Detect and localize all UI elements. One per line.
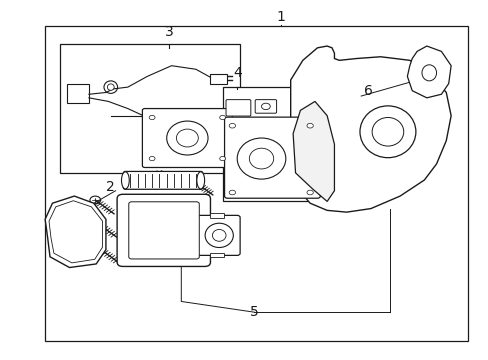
Ellipse shape	[104, 81, 117, 93]
FancyBboxPatch shape	[224, 117, 320, 198]
Ellipse shape	[237, 138, 285, 179]
Text: 5: 5	[249, 305, 258, 319]
Ellipse shape	[306, 190, 313, 195]
FancyBboxPatch shape	[142, 109, 232, 167]
Polygon shape	[45, 196, 106, 267]
Ellipse shape	[197, 172, 204, 189]
Polygon shape	[290, 46, 450, 212]
Ellipse shape	[191, 179, 202, 187]
Ellipse shape	[219, 157, 225, 161]
Bar	[222, 87, 329, 202]
Ellipse shape	[421, 65, 436, 81]
Ellipse shape	[121, 172, 129, 189]
Ellipse shape	[176, 129, 198, 147]
Ellipse shape	[212, 229, 225, 241]
Ellipse shape	[107, 84, 114, 90]
Ellipse shape	[249, 148, 273, 169]
Bar	[67, 84, 89, 103]
Ellipse shape	[306, 123, 313, 128]
Bar	[60, 44, 239, 173]
Ellipse shape	[359, 106, 415, 158]
Polygon shape	[292, 102, 334, 202]
Ellipse shape	[95, 245, 105, 253]
Ellipse shape	[149, 115, 155, 120]
Ellipse shape	[229, 190, 235, 195]
FancyBboxPatch shape	[225, 100, 250, 116]
FancyBboxPatch shape	[117, 194, 210, 266]
Text: 3: 3	[164, 25, 173, 39]
Ellipse shape	[166, 121, 207, 155]
Ellipse shape	[165, 177, 176, 185]
Text: 1: 1	[276, 10, 285, 24]
Text: 2: 2	[106, 180, 115, 194]
Bar	[210, 73, 227, 84]
Ellipse shape	[219, 115, 225, 120]
Bar	[210, 252, 224, 257]
Bar	[210, 213, 224, 218]
FancyBboxPatch shape	[198, 215, 240, 255]
Text: 4: 4	[232, 66, 241, 80]
Ellipse shape	[371, 117, 403, 146]
Ellipse shape	[229, 123, 235, 128]
Bar	[45, 26, 467, 341]
Ellipse shape	[90, 196, 101, 204]
Ellipse shape	[204, 223, 233, 248]
Ellipse shape	[92, 219, 103, 227]
Text: 6: 6	[363, 84, 372, 98]
Polygon shape	[407, 46, 450, 98]
FancyBboxPatch shape	[255, 100, 276, 113]
Ellipse shape	[149, 157, 155, 161]
FancyBboxPatch shape	[123, 171, 202, 189]
FancyBboxPatch shape	[128, 202, 199, 259]
Ellipse shape	[261, 103, 270, 110]
